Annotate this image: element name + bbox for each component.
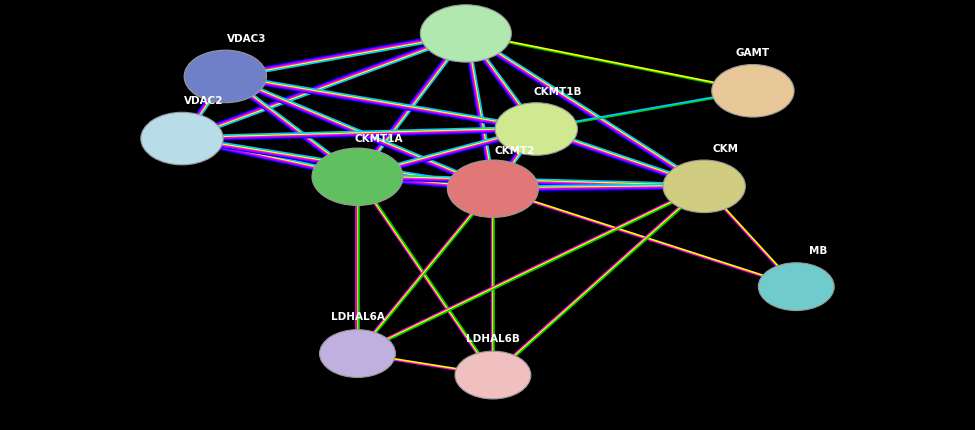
Ellipse shape: [712, 64, 794, 117]
Text: CKMT2: CKMT2: [494, 146, 535, 156]
Ellipse shape: [330, 336, 386, 372]
Ellipse shape: [759, 263, 835, 310]
Ellipse shape: [312, 148, 403, 206]
Text: VDAC2: VDAC2: [184, 96, 223, 106]
Text: CKMT1A: CKMT1A: [355, 134, 404, 144]
Ellipse shape: [722, 71, 784, 111]
Ellipse shape: [151, 119, 213, 158]
Ellipse shape: [459, 167, 527, 210]
Ellipse shape: [432, 12, 500, 55]
Ellipse shape: [194, 57, 256, 96]
Ellipse shape: [448, 160, 538, 218]
Text: LDHAL6A: LDHAL6A: [331, 313, 384, 322]
Text: GAMT: GAMT: [736, 48, 770, 58]
Text: LDHAL6B: LDHAL6B: [466, 334, 520, 344]
Text: VDAC3: VDAC3: [227, 34, 267, 44]
Ellipse shape: [184, 50, 266, 103]
Ellipse shape: [140, 112, 223, 165]
Ellipse shape: [505, 109, 567, 149]
Ellipse shape: [324, 155, 392, 198]
Ellipse shape: [455, 351, 530, 399]
Text: MB: MB: [808, 246, 827, 255]
Text: CKMT1B: CKMT1B: [533, 86, 582, 96]
Ellipse shape: [464, 357, 522, 393]
Ellipse shape: [674, 166, 735, 206]
Ellipse shape: [768, 269, 825, 304]
Ellipse shape: [495, 103, 577, 155]
Ellipse shape: [420, 5, 511, 62]
Ellipse shape: [663, 160, 745, 212]
Text: CKM: CKM: [713, 144, 739, 154]
Ellipse shape: [320, 330, 396, 378]
